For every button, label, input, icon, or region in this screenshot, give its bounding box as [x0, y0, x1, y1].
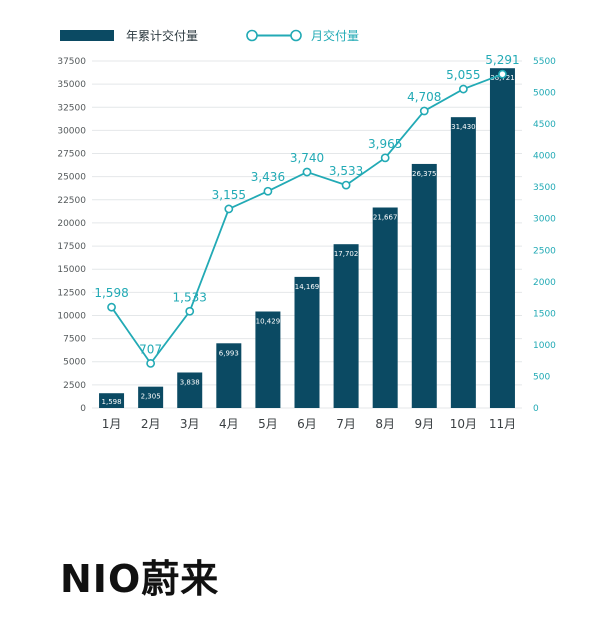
y-right-tick-label: 2500 [533, 246, 556, 256]
y-right-tick-label: 0 [533, 404, 539, 414]
y-left-tick-label: 27500 [57, 150, 86, 160]
bar-data-label: 31,430 [451, 123, 476, 131]
bar [333, 244, 359, 408]
y-right-tick-label: 1500 [533, 309, 556, 319]
legend-line-marker-left [246, 29, 258, 42]
line-point [146, 358, 156, 368]
y-left-tick-label: 0 [80, 404, 86, 414]
y-right-tick-label: 1000 [533, 341, 556, 351]
y-right-tick-label: 2000 [533, 278, 556, 288]
x-tick-label: 9月 [414, 417, 434, 431]
y-left-tick-label: 35000 [57, 80, 86, 90]
bar-data-label: 14,169 [295, 283, 320, 291]
y-right-tick-label: 500 [533, 372, 550, 382]
line-data-label: 5,055 [446, 68, 480, 82]
x-tick-label: 5月 [258, 417, 278, 431]
x-tick-label: 3月 [180, 417, 200, 431]
bar-data-label: 17,702 [334, 250, 359, 258]
bar-data-label: 26,375 [412, 170, 437, 178]
bar [99, 393, 125, 408]
line-data-label: 1,598 [94, 286, 128, 300]
y-left-tick-label: 20000 [57, 219, 86, 229]
y-left-tick-label: 32500 [57, 103, 86, 113]
x-tick-label: 2月 [141, 417, 161, 431]
line-point [419, 106, 429, 116]
x-tick-label: 7月 [336, 417, 356, 431]
y-left-tick-label: 25000 [57, 173, 86, 183]
bar [138, 386, 164, 408]
x-tick-label: 1月 [102, 417, 122, 431]
bar [255, 311, 281, 408]
line-data-label: 707 [139, 342, 162, 356]
bar-data-label: 2,305 [141, 393, 161, 401]
y-right-tick-label: 3500 [533, 183, 556, 193]
x-tick-label: 8月 [375, 417, 395, 431]
line-point [458, 84, 468, 94]
bar [294, 276, 320, 408]
bar [216, 343, 242, 408]
x-tick-label: 4月 [219, 417, 239, 431]
bar [411, 163, 437, 408]
line-data-label: 4,708 [407, 90, 441, 104]
line-point [498, 69, 507, 79]
y-left-tick-label: 12500 [57, 288, 86, 298]
y-left-tick-label: 30000 [57, 126, 86, 136]
bar-data-label: 10,429 [256, 317, 281, 325]
y-right-tick-label: 4500 [533, 120, 556, 130]
y-left-tick-label: 17500 [57, 242, 86, 252]
line-data-label: 1,533 [173, 290, 207, 304]
y-right-tick-label: 4000 [533, 152, 556, 162]
line-point [341, 180, 351, 190]
line-point [380, 153, 390, 163]
y-right-tick-label: 3000 [533, 215, 556, 225]
legend-bar-swatch [60, 30, 114, 41]
y-left-tick-label: 5000 [63, 358, 86, 368]
y-left-tick-label: 2500 [63, 381, 86, 391]
y-right-tick-label: 5500 [533, 57, 556, 67]
bar [372, 207, 398, 408]
line-data-label: 3,965 [368, 137, 402, 151]
y-left-tick-label: 15000 [57, 265, 86, 275]
legend: 年累计交付量 月交付量 [60, 28, 359, 43]
y-left-tick-label: 37500 [57, 57, 86, 67]
x-tick-label: 11月 [489, 417, 516, 431]
legend-bar-label: 年累计交付量 [126, 28, 198, 43]
y-left-tick-label: 22500 [57, 196, 86, 206]
bar [450, 117, 476, 409]
y-left-tick-label: 10000 [57, 311, 86, 321]
bar-data-label: 6,993 [219, 349, 239, 357]
line-data-label: 3,740 [290, 151, 324, 165]
line-point [185, 306, 195, 316]
line-point [302, 167, 312, 177]
line-data-label: 3,436 [251, 170, 285, 184]
y-left-tick-label: 7500 [63, 335, 86, 345]
line-point [263, 186, 273, 196]
line-data-label: 3,533 [329, 164, 363, 178]
plot-area: 0250050007500100001250015000175002000022… [57, 53, 556, 431]
line-data-label: 3,155 [212, 188, 246, 202]
legend-line-label: 月交付量 [311, 28, 359, 43]
nio-logo: NIO蔚来 [60, 557, 220, 601]
bar [489, 68, 515, 408]
line-point [107, 302, 116, 312]
x-tick-label: 10月 [450, 417, 477, 431]
bar-data-label: 3,838 [180, 378, 200, 386]
x-tick-label: 6月 [297, 417, 317, 431]
line-data-label: 5,291 [485, 53, 519, 67]
line-point [224, 204, 234, 214]
bar-data-label: 1,598 [102, 398, 122, 406]
bar [177, 372, 203, 408]
legend-line-marker-right [290, 29, 302, 42]
y-right-tick-label: 5000 [533, 89, 556, 99]
bar-data-label: 21,667 [373, 214, 398, 222]
